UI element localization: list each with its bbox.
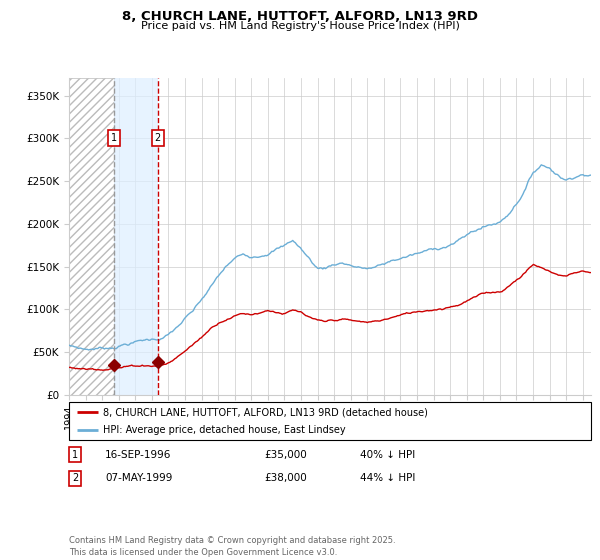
Text: Contains HM Land Registry data © Crown copyright and database right 2025.
This d: Contains HM Land Registry data © Crown c…: [69, 536, 395, 557]
Text: 2: 2: [72, 473, 78, 483]
Text: 44% ↓ HPI: 44% ↓ HPI: [360, 473, 415, 483]
Text: 8, CHURCH LANE, HUTTOFT, ALFORD, LN13 9RD (detached house): 8, CHURCH LANE, HUTTOFT, ALFORD, LN13 9R…: [103, 407, 428, 417]
Text: 16-SEP-1996: 16-SEP-1996: [105, 450, 172, 460]
Text: 40% ↓ HPI: 40% ↓ HPI: [360, 450, 415, 460]
Text: 07-MAY-1999: 07-MAY-1999: [105, 473, 172, 483]
Bar: [114, 78, 158, 395]
Text: £35,000: £35,000: [264, 450, 307, 460]
Bar: [69, 78, 114, 395]
Text: 1: 1: [72, 450, 78, 460]
Text: £38,000: £38,000: [264, 473, 307, 483]
Text: 2: 2: [155, 133, 161, 143]
Text: Price paid vs. HM Land Registry's House Price Index (HPI): Price paid vs. HM Land Registry's House …: [140, 21, 460, 31]
Text: 1: 1: [111, 133, 117, 143]
Text: HPI: Average price, detached house, East Lindsey: HPI: Average price, detached house, East…: [103, 425, 346, 435]
Text: 8, CHURCH LANE, HUTTOFT, ALFORD, LN13 9RD: 8, CHURCH LANE, HUTTOFT, ALFORD, LN13 9R…: [122, 10, 478, 23]
